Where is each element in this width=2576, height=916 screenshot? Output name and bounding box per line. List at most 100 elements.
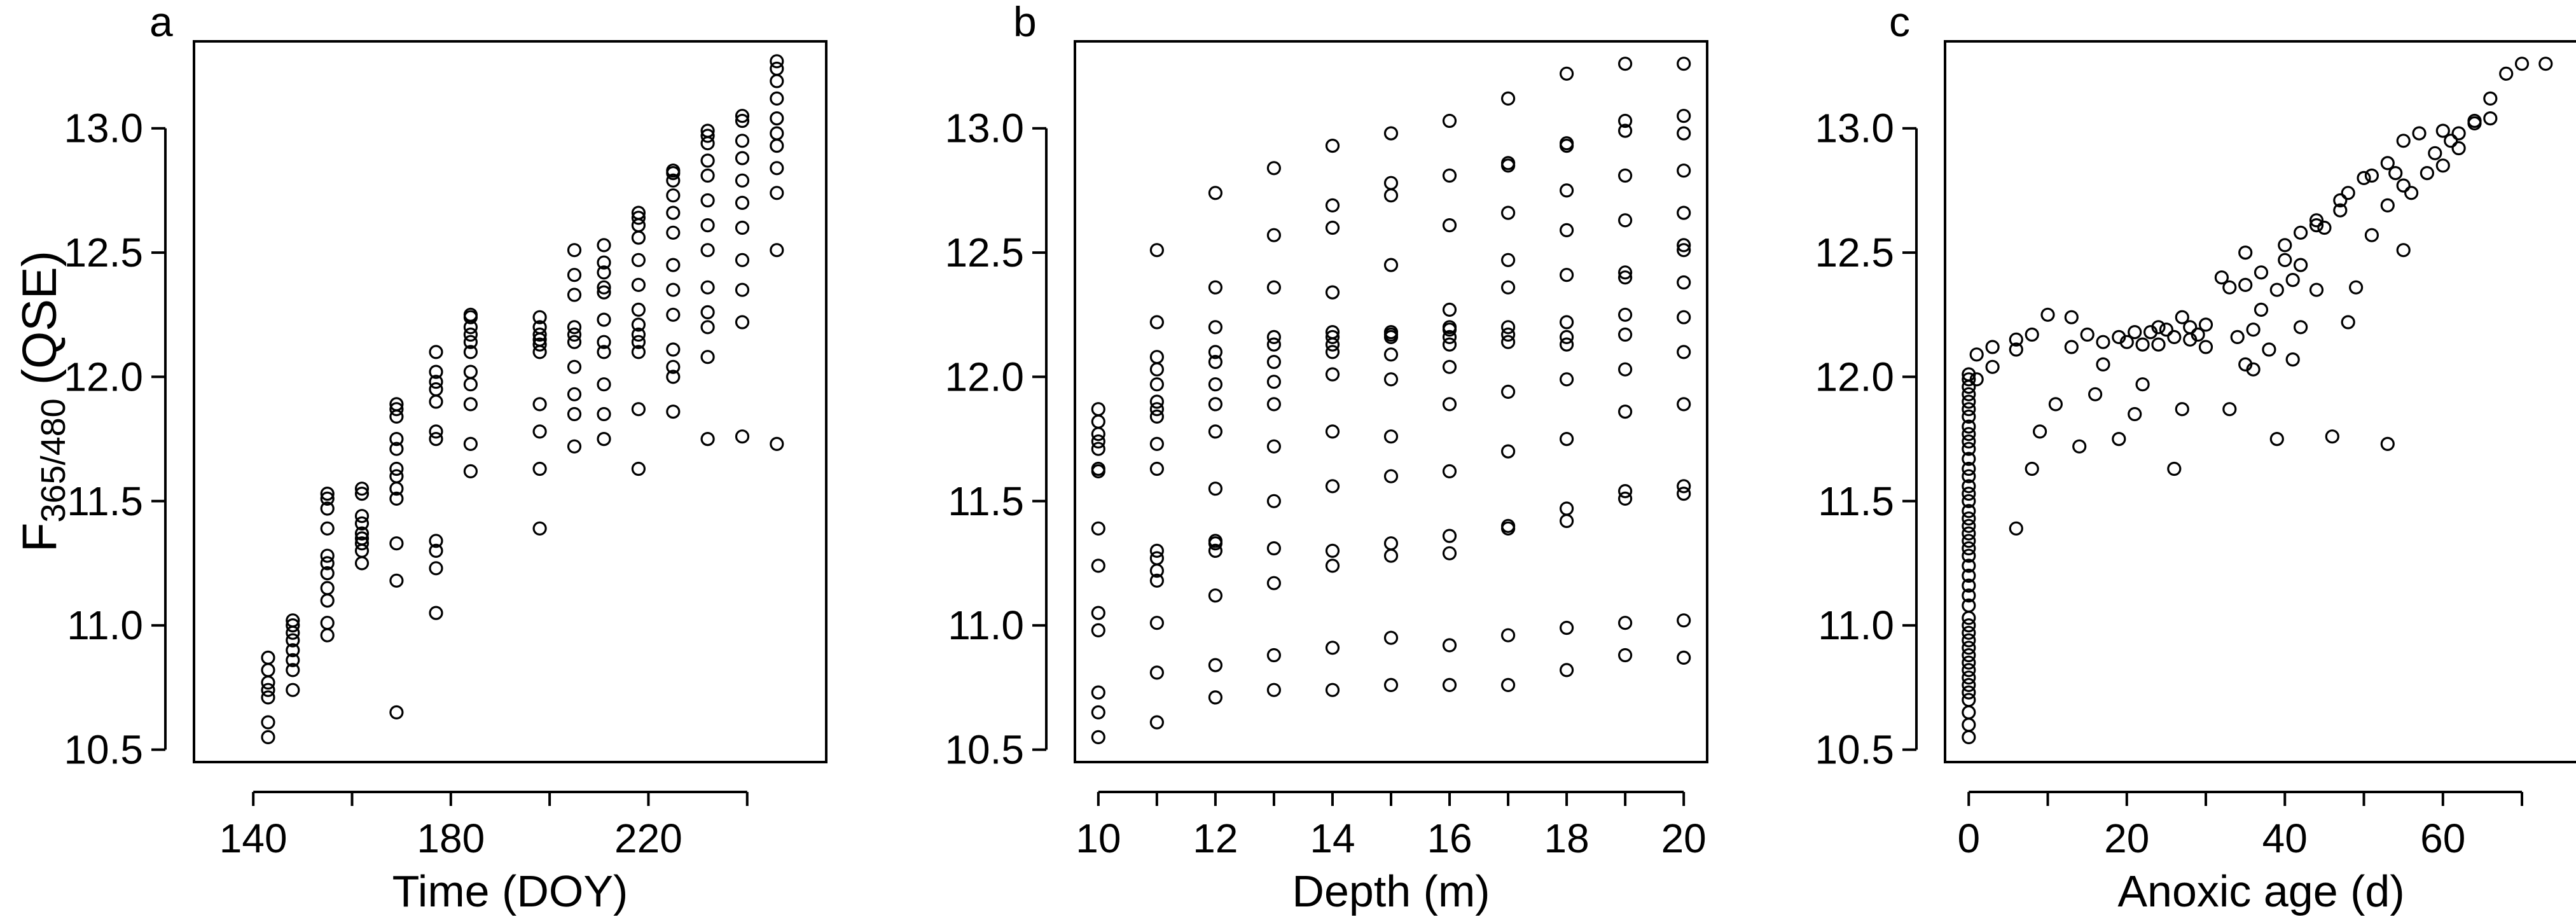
data-point (567, 335, 582, 349)
data-point (2246, 362, 2261, 377)
data-point (2451, 141, 2466, 156)
data-point (1962, 663, 1976, 677)
data-point (700, 218, 715, 233)
data-point (320, 501, 335, 516)
data-point (1149, 551, 1165, 566)
data-point (597, 265, 611, 280)
data-point (1208, 424, 1223, 439)
data-point (1962, 641, 1976, 655)
y-tick-label: 10.5 (945, 726, 1024, 772)
data-point (286, 653, 300, 667)
data-point (389, 536, 404, 551)
data-point (1962, 479, 1976, 494)
y-tick-label: 12.5 (64, 230, 143, 275)
y-tick-label: 13.0 (64, 106, 143, 151)
data-point (1383, 324, 1399, 340)
data-point (1962, 611, 1976, 625)
data-point (597, 377, 611, 392)
y-tick-label: 13.0 (1815, 106, 1894, 151)
data-point (1677, 486, 1691, 501)
data-point (1501, 91, 1516, 106)
data-point (463, 335, 478, 349)
data-point (286, 643, 300, 658)
data-point (2009, 332, 2023, 347)
data-point (1208, 345, 1223, 359)
data-point (2238, 277, 2253, 292)
data-point (666, 282, 681, 297)
data-point (631, 335, 646, 349)
data-point (700, 280, 715, 295)
data-point (2514, 57, 2530, 71)
data-point (735, 113, 750, 128)
data-point (666, 359, 681, 374)
data-point (1091, 559, 1105, 573)
data-point (1266, 375, 1282, 389)
data-point (631, 205, 646, 220)
data-point (1091, 441, 1105, 456)
data-point (1266, 280, 1282, 295)
data-point (2285, 273, 2300, 288)
data-point (532, 521, 547, 536)
data-point (261, 730, 275, 745)
data-point (389, 397, 404, 412)
data-point (1442, 168, 1457, 183)
data-point (1149, 616, 1165, 630)
data-point (1677, 126, 1691, 141)
x-axis-label: Depth (m) (1292, 866, 1490, 916)
data-point (1677, 650, 1691, 665)
data-point (1266, 354, 1282, 370)
data-point (2309, 213, 2324, 228)
data-point (1501, 444, 1516, 459)
data-point (1969, 347, 1984, 362)
data-point (1325, 559, 1340, 573)
data-point (354, 509, 370, 524)
data-point (2048, 397, 2063, 412)
y-axis-label: F365/480 (QSE) (13, 251, 73, 552)
data-point (567, 359, 582, 374)
data-point (2025, 461, 2039, 476)
data-point (389, 573, 404, 588)
data-point (735, 220, 750, 235)
data-point (735, 429, 750, 444)
data-point (261, 690, 275, 705)
data-point (532, 310, 547, 324)
data-point (1560, 431, 1574, 447)
data-point (2222, 402, 2237, 417)
data-point (2128, 324, 2142, 340)
data-point (354, 531, 370, 546)
data-point (1677, 109, 1691, 123)
data-point (700, 350, 715, 364)
x-axis: 10 12 14 16 18 20 (1076, 791, 1707, 861)
data-point (1560, 315, 1574, 330)
x-tick-label: 140 (219, 815, 287, 861)
data-point (2159, 323, 2173, 337)
panel-b: b 10 12 14 16 18 20 10.511.011.512.012.513.0 … (945, 0, 1708, 916)
data-point (1618, 270, 1633, 285)
data-point (429, 394, 443, 409)
data-point (1325, 330, 1340, 345)
data-point (1677, 238, 1691, 253)
data-point (2294, 320, 2308, 335)
data-point (2151, 320, 2166, 335)
data-point (666, 163, 681, 178)
data-point (2167, 461, 2182, 476)
data-point (700, 431, 715, 447)
data-point (2467, 113, 2482, 128)
data-point (1560, 66, 1574, 81)
data-point (2435, 123, 2450, 138)
data-point (320, 616, 335, 630)
data-point (389, 705, 404, 720)
data-point (1149, 573, 1165, 588)
data-point (1560, 223, 1574, 237)
data-point (1091, 402, 1105, 417)
data-point (631, 277, 646, 292)
data-point (320, 486, 335, 501)
data-point (261, 715, 275, 730)
data-point (2294, 225, 2308, 240)
data-point (1618, 113, 1633, 128)
data-point (1962, 534, 1976, 548)
data-point (1962, 685, 1976, 700)
data-point (2294, 258, 2308, 272)
data-point (1962, 434, 1976, 449)
data-point (1618, 404, 1633, 419)
